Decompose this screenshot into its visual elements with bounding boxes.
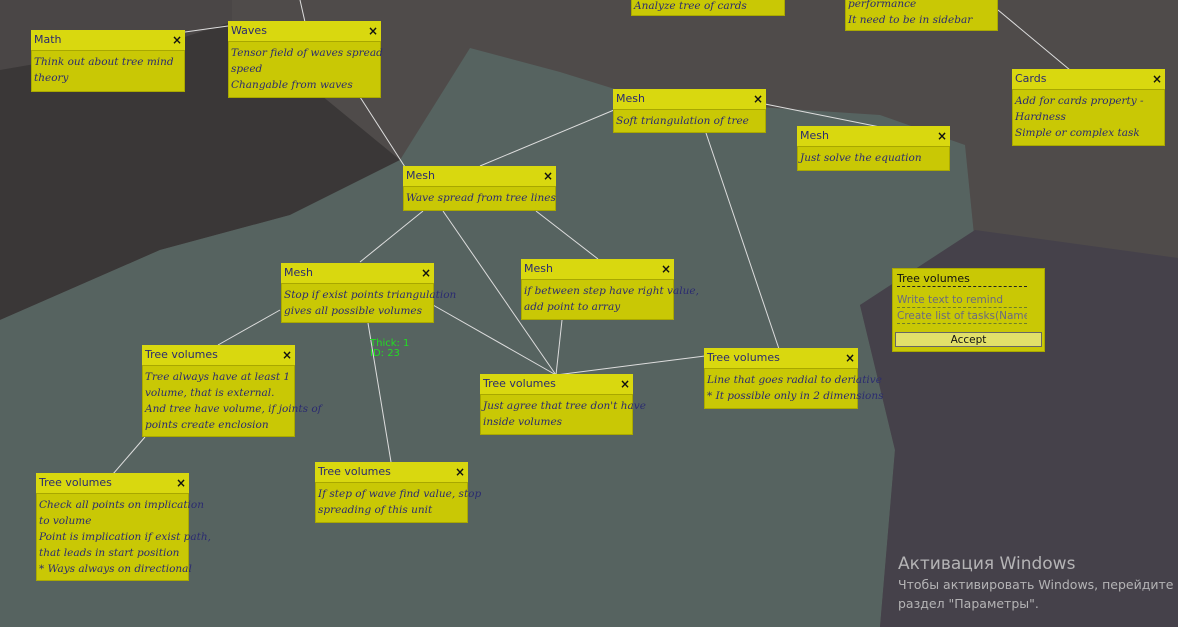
- note-card-math[interactable]: Math × Think out about tree mind theory: [31, 30, 185, 92]
- note-title: Mesh: [284, 266, 313, 279]
- note-card-tree-volumes-external[interactable]: Tree volumes × Tree always have at least …: [142, 345, 322, 437]
- note-line: Point is implication if exist path,: [39, 531, 211, 543]
- close-icon[interactable]: ×: [175, 476, 186, 490]
- form-title: Tree volumes: [897, 272, 1027, 287]
- note-line: Soft triangulation of tree: [616, 115, 749, 127]
- close-icon[interactable]: ×: [420, 266, 431, 280]
- note-card-mesh-stop[interactable]: Mesh × Stop if exist points triangulation…: [281, 263, 457, 323]
- close-icon[interactable]: ×: [936, 129, 947, 143]
- note-title: Tree volumes: [707, 351, 780, 364]
- note-title: Cards: [1015, 72, 1047, 85]
- note-title: Tree volumes: [318, 465, 391, 478]
- note-line: Think out about tree mind: [34, 56, 174, 68]
- note-line: to volume: [39, 515, 92, 527]
- note-line: Hardness: [1015, 111, 1066, 123]
- note-line: Line that goes radial to deriative: [707, 374, 882, 386]
- note-title: Tree volumes: [483, 377, 556, 390]
- note-line: Simple or complex task: [1015, 127, 1140, 139]
- note-line: Changable from waves: [231, 79, 353, 91]
- debug-id-label: ID: 23: [370, 348, 400, 359]
- note-line: theory: [34, 72, 69, 84]
- close-icon[interactable]: ×: [1151, 72, 1162, 86]
- note-line: Stop if exist points triangulation: [284, 289, 457, 301]
- note-line: Tensor field of waves spread: [231, 47, 383, 59]
- watermark-title: Активация Windows: [898, 554, 1076, 574]
- note-card-tree-volumes-agree[interactable]: Tree volumes × Just agree that tree don't…: [480, 374, 646, 435]
- note-line: * Ways always on directional: [39, 563, 192, 575]
- note-line: points create enclosion: [145, 419, 269, 431]
- windows-activation-watermark: Активация Windows Чтобы активировать Win…: [898, 553, 1178, 613]
- note-title: Mesh: [616, 92, 645, 105]
- connector-lines: [112, 0, 1071, 475]
- note-line: that leads in start position: [39, 547, 180, 559]
- close-icon[interactable]: ×: [619, 377, 630, 391]
- new-card-form: Tree volumes Accept: [892, 268, 1045, 352]
- watermark-line2: раздел "Параметры".: [898, 596, 1039, 611]
- close-icon[interactable]: ×: [660, 262, 671, 276]
- note-line: performance: [848, 0, 917, 10]
- note-line: Tree always have at least 1: [145, 371, 291, 383]
- note-card-mesh-equation[interactable]: Mesh × Just solve the equation: [797, 126, 950, 171]
- note-title: Math: [34, 33, 62, 46]
- note-card-analyze[interactable]: Analyze tree of cards: [631, 0, 785, 16]
- note-title: Mesh: [800, 129, 829, 142]
- note-line: It need to be in sidebar: [848, 14, 973, 26]
- accept-button[interactable]: Accept: [895, 332, 1042, 347]
- watermark-line1: Чтобы активировать Windows, перейдите в: [898, 577, 1178, 592]
- note-line: Analyze tree of cards: [634, 0, 747, 12]
- note-title: Mesh: [524, 262, 553, 275]
- close-icon[interactable]: ×: [454, 465, 465, 479]
- note-line: add point to array: [524, 301, 621, 313]
- close-icon[interactable]: ×: [752, 92, 763, 106]
- note-card-tree-volumes-stepwave[interactable]: Tree volumes × If step of wave find value…: [315, 462, 482, 523]
- note-line: volume, that is external.: [145, 387, 275, 399]
- note-title: Mesh: [406, 169, 435, 182]
- note-line: * It possible only in 2 dimensions: [707, 390, 884, 402]
- debug-thickness-label: Thick: 1: [370, 338, 410, 349]
- note-line: inside volumes: [483, 416, 563, 428]
- note-card-waves[interactable]: Waves × Tensor field of waves spread spee…: [228, 21, 383, 98]
- note-line: gives all possible volumes: [284, 305, 423, 317]
- note-line: Just agree that tree don't have: [483, 400, 646, 412]
- note-line: Just solve the equation: [800, 152, 922, 164]
- note-line: spreading of this unit: [318, 504, 433, 516]
- task-list-input[interactable]: [897, 309, 1027, 324]
- remind-text-input[interactable]: [897, 293, 1027, 308]
- note-card-mesh-soft[interactable]: Mesh × Soft triangulation of tree: [613, 89, 766, 133]
- note-line: speed: [231, 63, 263, 75]
- note-title: Tree volumes: [145, 348, 218, 361]
- note-card-mesh-step[interactable]: Mesh × if between step have right value, …: [521, 259, 699, 320]
- note-card-performance[interactable]: performance It need to be in sidebar: [845, 0, 998, 31]
- note-title: Tree volumes: [39, 476, 112, 489]
- close-icon[interactable]: ×: [367, 24, 378, 38]
- close-icon[interactable]: ×: [171, 33, 182, 47]
- close-icon[interactable]: ×: [844, 351, 855, 365]
- note-card-cards[interactable]: Cards × Add for cards property - Hardness…: [1012, 69, 1165, 146]
- note-line: Check all points on implication: [39, 499, 204, 511]
- note-card-tree-volumes-radial[interactable]: Tree volumes × Line that goes radial to d…: [704, 348, 884, 409]
- note-line: Wave spread from tree lines: [406, 192, 556, 204]
- close-icon[interactable]: ×: [542, 169, 553, 183]
- note-line: if between step have right value,: [524, 285, 699, 297]
- note-line: Add for cards property -: [1015, 95, 1144, 107]
- note-line: And tree have volume, if joints of: [145, 403, 322, 415]
- region-main: [0, 48, 975, 627]
- note-title: Waves: [231, 24, 267, 37]
- close-icon[interactable]: ×: [281, 348, 292, 362]
- note-card-tree-volumes-check[interactable]: Tree volumes × Check all points on implic…: [36, 473, 211, 581]
- note-card-mesh-wave[interactable]: Mesh × Wave spread from tree lines: [403, 166, 556, 211]
- note-line: If step of wave find value, stop: [318, 488, 482, 500]
